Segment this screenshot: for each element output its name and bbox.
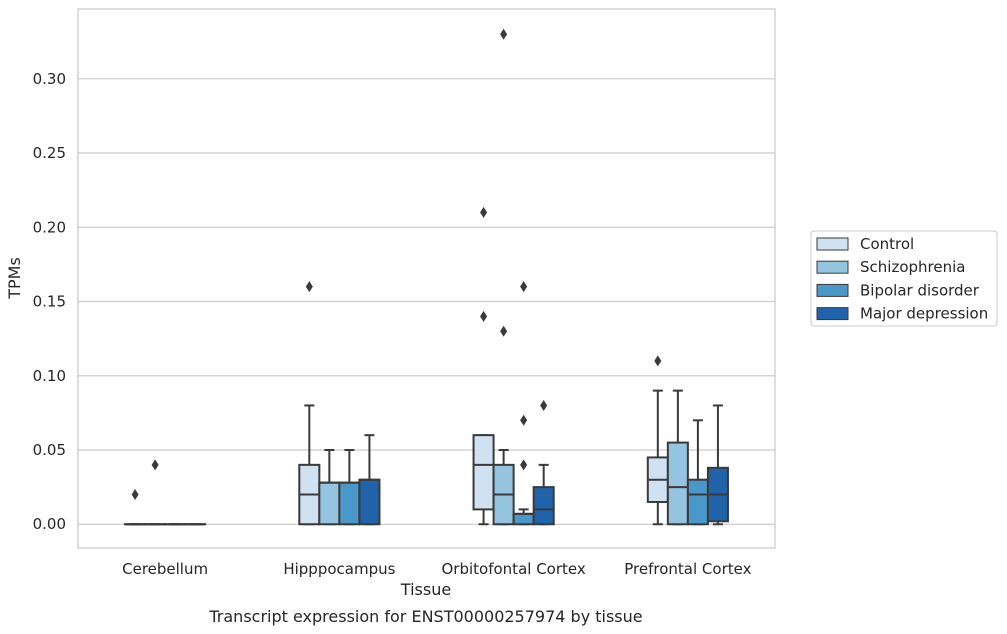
series-group: [184, 399, 729, 526]
box-group: [124, 489, 147, 526]
y-tick-label: 0.20: [33, 218, 66, 236]
series-group: [164, 281, 709, 526]
y-tick-label: 0.00: [33, 515, 66, 533]
grid-lines: [78, 78, 775, 525]
box-group: [646, 355, 669, 526]
box-group: [532, 399, 555, 526]
y-tick-label: 0.15: [33, 293, 66, 311]
outlier-point: [520, 414, 528, 426]
legend-item: Control: [816, 235, 914, 253]
y-axis-label: TPMs: [5, 257, 24, 300]
x-tick-label: Orbitofontal Cortex: [442, 560, 586, 578]
y-tick-label: 0.25: [33, 144, 66, 162]
box-body: [532, 486, 555, 526]
outlier-point: [520, 459, 528, 471]
legend-swatch: [816, 260, 849, 274]
legend-swatch: [816, 307, 849, 321]
outlier-point: [500, 28, 508, 40]
box-body: [512, 512, 535, 526]
box-group: [298, 281, 321, 526]
x-axis-label: Tissue: [400, 580, 451, 599]
outlier-point: [480, 206, 488, 218]
outlier-point: [305, 281, 313, 293]
box-group: [318, 449, 341, 526]
outlier-point: [540, 399, 548, 411]
outlier-point: [151, 459, 159, 471]
outlier-point: [520, 281, 528, 293]
legend-label: Bipolar disorder: [860, 281, 980, 299]
legend-label: Major depression: [860, 305, 988, 323]
y-tick-labels: 0.00 0.05 0.10 0.15 0.20 0.25 0.30: [33, 70, 66, 533]
legend-item: Major depression: [816, 305, 988, 323]
outlier-point: [500, 325, 508, 337]
legend-item: Bipolar disorder: [816, 281, 980, 299]
box-group: [706, 404, 729, 526]
box-group: [492, 28, 515, 526]
legend-swatch: [816, 283, 849, 297]
outlier-point: [654, 355, 662, 367]
x-tick-label: Prefrontal Cortex: [624, 560, 751, 578]
legend-label: Schizophrenia: [860, 258, 965, 276]
chart-caption: Transcript expression for ENST0000025797…: [208, 607, 642, 626]
box-group: [472, 206, 495, 526]
box-body: [358, 478, 381, 526]
series-group: [124, 206, 669, 526]
box-series: [124, 28, 729, 526]
x-tick-labels: Cerebellum Hipppocampus Orbitofontal Corte…: [122, 560, 751, 578]
box-body: [472, 434, 495, 511]
y-tick-label: 0.10: [33, 367, 66, 385]
box-body: [686, 478, 709, 526]
box-body: [338, 481, 361, 526]
box-group: [686, 419, 709, 526]
y-tick-label: 0.30: [33, 70, 66, 88]
outlier-point: [131, 489, 139, 501]
box-body: [318, 481, 341, 526]
legend: Control Schizophrenia Bipolar disorder Majo…: [810, 230, 998, 327]
legend-swatch: [816, 237, 849, 251]
legend-label: Control: [860, 235, 914, 253]
y-tick-label: 0.05: [33, 441, 66, 459]
box-body: [666, 441, 689, 526]
plot-frame: [77, 8, 776, 549]
legend-frame: [810, 230, 998, 327]
box-group: [144, 459, 167, 526]
outlier-point: [480, 310, 488, 322]
box-group: [338, 449, 361, 526]
box-group: [512, 281, 535, 526]
box-group: [666, 389, 689, 526]
box-group: [358, 434, 381, 526]
x-tick-label: Hipppocampus: [283, 560, 395, 578]
x-tick-label: Cerebellum: [122, 560, 208, 578]
series-group: [144, 28, 689, 526]
legend-item: Schizophrenia: [816, 258, 965, 276]
